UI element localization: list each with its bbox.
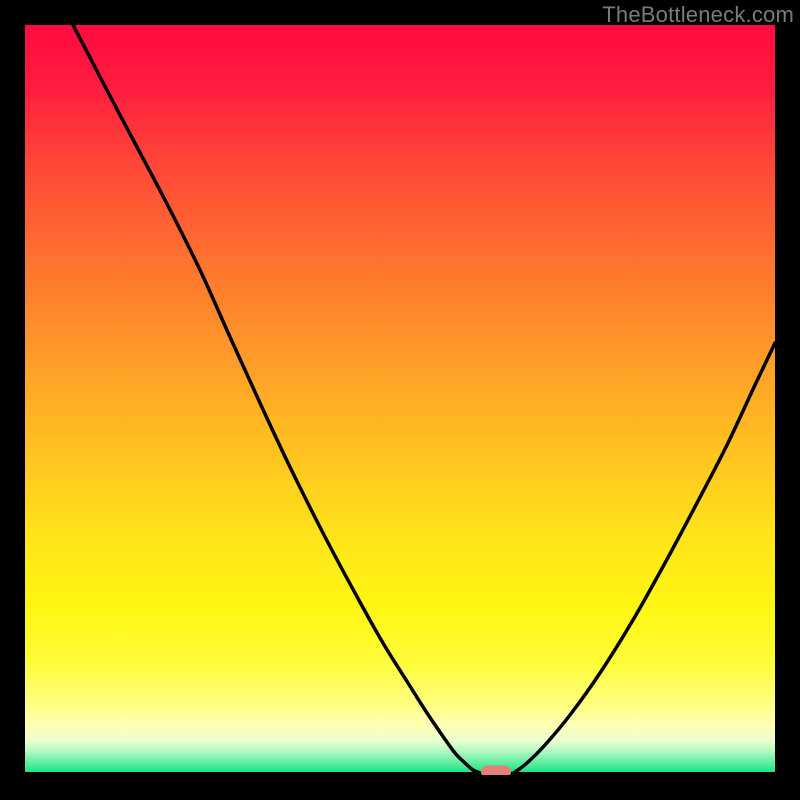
plot-area xyxy=(25,25,775,775)
watermark-text: TheBottleneck.com xyxy=(602,2,794,28)
chart-frame: TheBottleneck.com xyxy=(0,0,800,800)
minimum-marker xyxy=(481,766,511,776)
bottleneck-curve xyxy=(73,25,775,774)
curve-layer xyxy=(25,25,775,775)
